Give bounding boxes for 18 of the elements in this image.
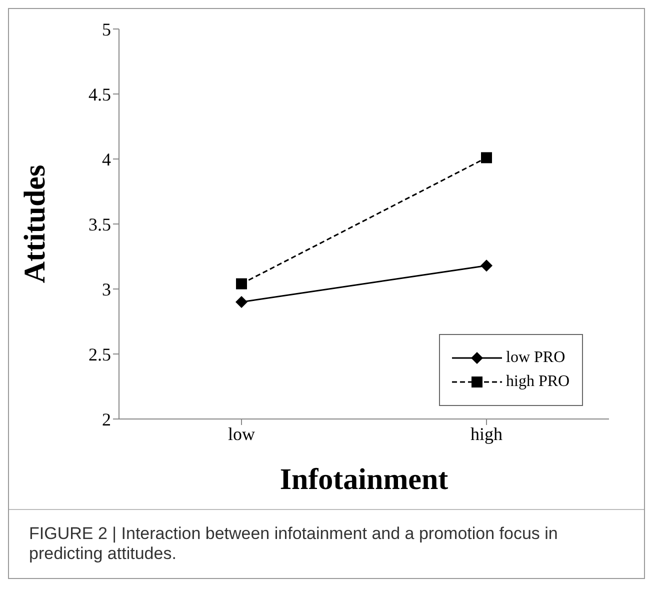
y-tick-label: 2 <box>102 409 111 430</box>
legend-label: low PRO <box>506 349 566 367</box>
x-tick-label: high <box>470 424 503 444</box>
caption: FIGURE 2 | Interaction between infotainment and a promotion focus in predicting attitudes. <box>9 509 644 578</box>
legend-label: high PRO <box>506 373 570 391</box>
y-axis-title: Attitudes <box>18 164 52 284</box>
y-tick-label: 4.5 <box>88 84 111 104</box>
y-tick-label: 3.5 <box>88 214 111 234</box>
point <box>236 278 247 290</box>
x-tick-label: low <box>228 424 255 444</box>
y-tick-label: 5 <box>102 19 111 40</box>
y-tick-label: 3 <box>102 279 111 300</box>
y-tick-label: 4 <box>102 149 111 170</box>
x-axis-title: Infotainment <box>280 463 448 496</box>
point <box>481 152 492 164</box>
point <box>236 296 248 308</box>
point <box>480 260 492 272</box>
y-tick-label: 2.5 <box>88 344 111 364</box>
